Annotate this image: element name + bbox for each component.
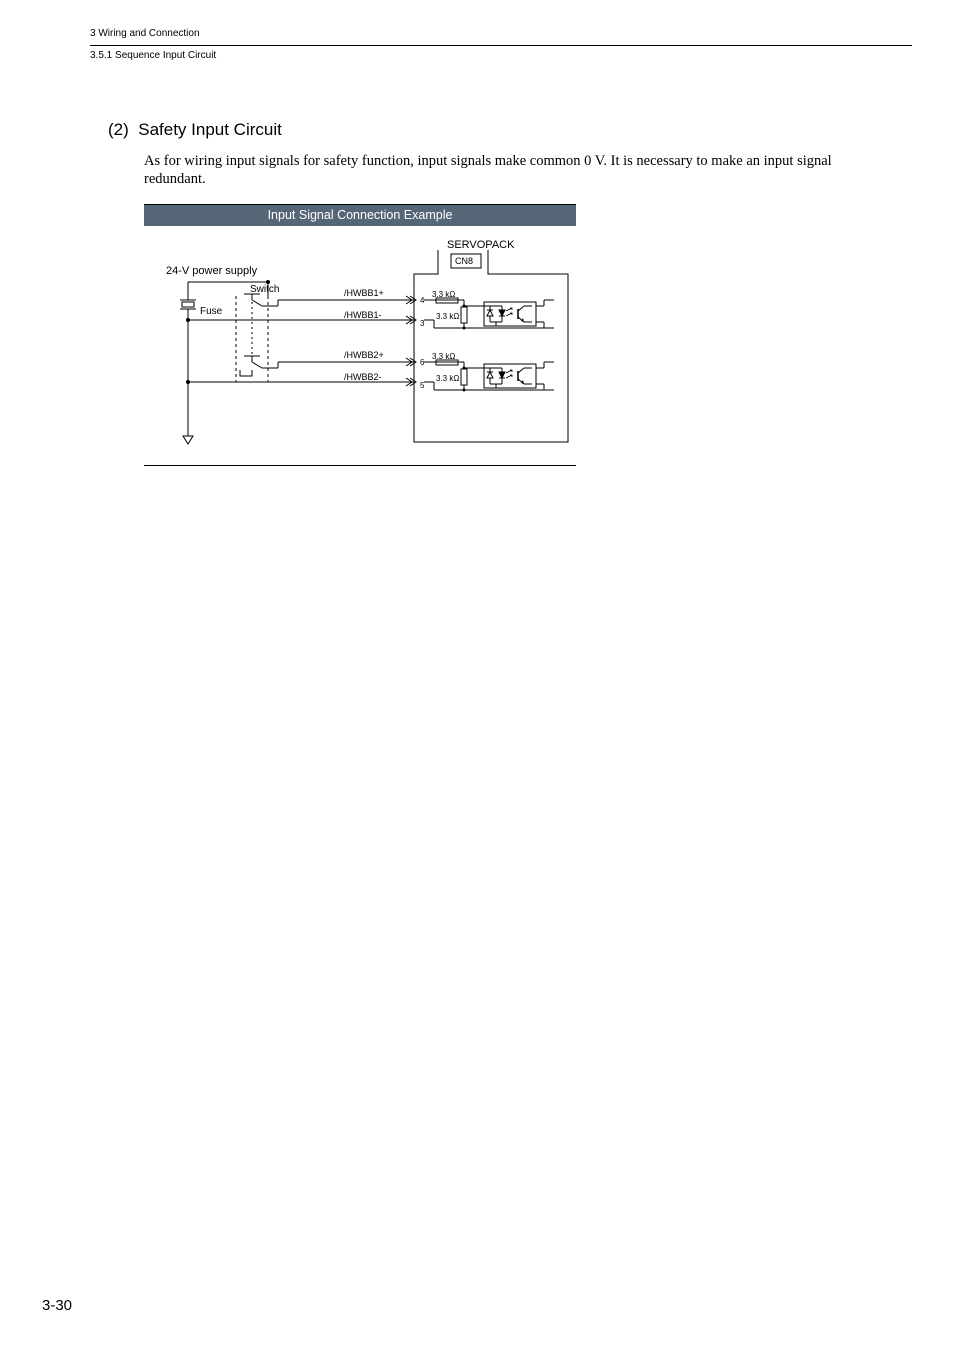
fuse-label: Fuse xyxy=(200,306,223,317)
circuit-diagram: SERVOPACK CN8 24-V power supply Fuse xyxy=(144,226,576,466)
hwbb1-plus-label: /HWBB1+ xyxy=(344,288,384,298)
body-paragraph: As for wiring input signals for safety f… xyxy=(144,152,896,188)
r4-label: 3.3 kΩ xyxy=(436,374,459,383)
hwbb2-plus-label: /HWBB2+ xyxy=(344,350,384,360)
diagram-title: Input Signal Connection Example xyxy=(144,204,576,226)
power-supply-label: 24-V power supply xyxy=(166,265,258,277)
chapter-label: 3 Wiring and Connection xyxy=(90,28,914,39)
servopack-label: SERVOPACK xyxy=(447,239,515,251)
hwbb2-minus-label: /HWBB2- xyxy=(344,372,382,382)
diagram-area: SERVOPACK CN8 24-V power supply Fuse xyxy=(144,226,576,466)
servopack-frame xyxy=(414,250,568,442)
diagram-container: Input Signal Connection Example SERVOPAC… xyxy=(144,204,576,466)
subsection-title: Safety Input Circuit xyxy=(138,120,282,139)
hwbb1-minus-label: /HWBB1- xyxy=(344,310,382,320)
r2-label: 3.3 kΩ xyxy=(436,312,459,321)
subsection-number: (2) xyxy=(108,120,129,139)
section-label: 3.5.1 Sequence Input Circuit xyxy=(90,50,914,61)
header-rule xyxy=(90,45,912,46)
subsection-heading: (2) Safety Input Circuit xyxy=(108,120,908,140)
page-number: 3-30 xyxy=(42,1297,72,1314)
cn8-label: CN8 xyxy=(455,256,473,266)
ground-icon xyxy=(183,436,193,444)
switch-label: Switch xyxy=(250,284,279,295)
